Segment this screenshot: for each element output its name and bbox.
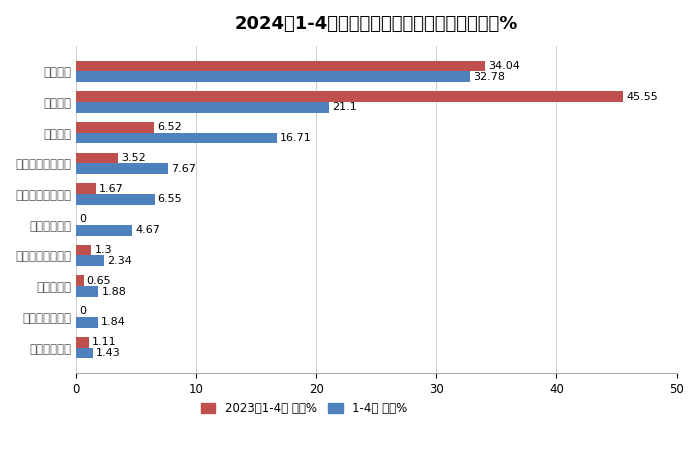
Bar	[76, 194, 154, 205]
Text: 1.3: 1.3	[94, 245, 112, 255]
Text: 32.78: 32.78	[473, 72, 505, 82]
Text: 0.65: 0.65	[87, 276, 111, 286]
Text: 3.52: 3.52	[121, 153, 146, 163]
Bar	[76, 71, 470, 82]
Text: 45.55: 45.55	[626, 92, 658, 102]
Text: 16.71: 16.71	[280, 133, 311, 143]
Bar	[76, 245, 92, 256]
Title: 2024年1-4月新能源搅拌车占比及去年同期占比%: 2024年1-4月新能源搅拌车占比及去年同期占比%	[235, 15, 518, 33]
Bar	[76, 153, 118, 163]
Bar	[76, 163, 168, 174]
Bar	[76, 60, 485, 71]
Bar	[76, 317, 98, 328]
Text: 2.34: 2.34	[107, 256, 132, 266]
Bar	[76, 183, 96, 194]
Text: 6.55: 6.55	[157, 194, 182, 205]
Legend: 2023年1-4月 占比%, 1-4月 占比%: 2023年1-4月 占比%, 1-4月 占比%	[196, 397, 412, 420]
Text: 6.52: 6.52	[157, 122, 182, 132]
Text: 1.43: 1.43	[96, 348, 121, 358]
Text: 34.04: 34.04	[488, 61, 520, 71]
Text: 4.67: 4.67	[135, 225, 160, 235]
Bar	[76, 275, 84, 286]
Text: 7.67: 7.67	[171, 164, 196, 174]
Bar	[76, 133, 277, 143]
Bar	[76, 256, 104, 266]
Bar	[76, 337, 89, 348]
Bar	[76, 286, 99, 297]
Text: 1.67: 1.67	[99, 184, 124, 194]
Bar	[76, 91, 623, 102]
Text: 1.11: 1.11	[92, 337, 117, 347]
Text: 0: 0	[79, 214, 86, 224]
Bar	[76, 102, 329, 113]
Text: 0: 0	[79, 307, 86, 316]
Text: 1.88: 1.88	[101, 286, 127, 297]
Bar	[76, 122, 154, 133]
Text: 1.84: 1.84	[101, 317, 126, 327]
Bar	[76, 348, 93, 358]
Text: 21.1: 21.1	[333, 102, 357, 112]
Bar	[76, 225, 132, 235]
